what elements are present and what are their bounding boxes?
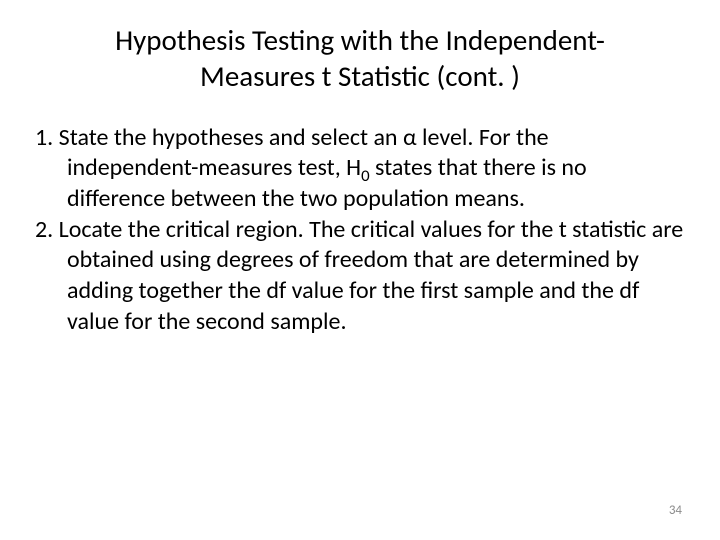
item-number: 1. — [35, 123, 53, 152]
list-item: 2. Locate the critical region. The criti… — [35, 215, 685, 338]
subscript: 0 — [361, 165, 370, 186]
slide-title: Hypothesis Testing with the Independent-… — [35, 22, 685, 95]
item-text-prefix: Locate the critical region. The critical… — [59, 215, 684, 336]
item-number: 2. — [35, 215, 53, 244]
list-item: 1. State the hypotheses and select an α … — [35, 123, 685, 215]
page-number: 34 — [669, 503, 682, 518]
slide-content: 1. State the hypotheses and select an α … — [35, 123, 685, 338]
